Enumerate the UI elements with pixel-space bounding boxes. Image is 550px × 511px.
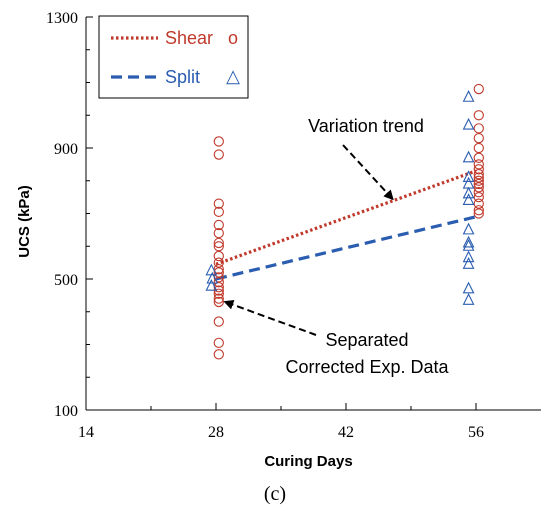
- shear-data-point: [473, 175, 484, 186]
- legend: Shear o Split △: [98, 15, 249, 99]
- split-data-point: [462, 90, 475, 102]
- shear-data-point: [213, 282, 224, 293]
- annotation-arrow: [223, 299, 317, 336]
- shear-data-point: [473, 164, 484, 175]
- shear-data-point: [213, 241, 224, 252]
- shear-data-point: [473, 159, 484, 170]
- legend-split-label: Split: [165, 67, 200, 87]
- shear-data-point: [213, 227, 224, 239]
- shear-data-point: [473, 182, 484, 193]
- shear-data-point: [213, 277, 224, 288]
- y-tick-label: 100: [54, 403, 78, 420]
- annotation-variation-trend: Variation trend: [308, 116, 424, 136]
- split-data-point: [462, 293, 475, 305]
- shear-data-point: [213, 257, 224, 268]
- shear-data-point: [473, 133, 484, 144]
- shear-data-point: [473, 123, 484, 134]
- y-tick-label: 900: [54, 141, 78, 158]
- split-trend-line: [215, 215, 477, 281]
- x-tick-label: 42: [338, 424, 354, 441]
- legend-shear-symbol: o: [228, 28, 238, 48]
- legend-split-symbol: △: [226, 66, 240, 86]
- split-data-point: [462, 193, 475, 205]
- split-data-point: [462, 222, 475, 235]
- split-data-point: [205, 278, 218, 291]
- shear-data-point: [213, 198, 224, 209]
- shear-data-point: [473, 152, 484, 163]
- annotation-separated: Separated: [325, 330, 408, 350]
- shear-data-point: [473, 187, 484, 198]
- split-data-point: [462, 150, 475, 163]
- shear-data-point: [213, 219, 224, 231]
- shear-data-point: [213, 237, 224, 249]
- shear-data-point: [473, 191, 484, 203]
- split-data-point: [462, 281, 475, 294]
- shear-data-point: [473, 169, 484, 180]
- shear-data-point: [213, 296, 224, 308]
- shear-data-point: [473, 142, 484, 154]
- y-axis-title: UCS (kPa): [16, 185, 33, 258]
- shear-data-point: [213, 293, 224, 304]
- shear-data-point: [213, 267, 224, 278]
- split-data-point: [462, 170, 475, 183]
- annotation-arrow: [342, 144, 394, 201]
- split-data-point: [462, 250, 475, 263]
- shear-data-point: [213, 288, 224, 299]
- shear-data-point: [213, 337, 224, 349]
- shear-data-point: [473, 110, 484, 121]
- shear-data-point: [473, 198, 484, 209]
- shear-data-point: [213, 250, 224, 262]
- split-data-point: [462, 117, 475, 130]
- split-data-point: [462, 186, 475, 199]
- x-tick-label: 14: [78, 424, 94, 441]
- split-data-point: [462, 239, 475, 251]
- shear-data-point: [473, 205, 484, 216]
- shear-data-point: [213, 136, 224, 147]
- annotation-corrected-exp-data: Corrected Exp. Data: [285, 357, 449, 377]
- y-tick-label: 500: [54, 272, 78, 289]
- shear-data-point: [213, 149, 224, 160]
- x-tick-label: 28: [208, 424, 224, 441]
- legend-box: [98, 15, 249, 99]
- panel-label: (c): [264, 483, 286, 505]
- shear-trend-line: [215, 169, 477, 266]
- x-tick-label: 56: [468, 424, 484, 441]
- shear-data-point: [213, 316, 224, 327]
- split-data-point: [462, 235, 475, 248]
- shear-data-point: [473, 178, 484, 190]
- shear-data-point: [213, 264, 224, 275]
- shear-data-point: [213, 206, 224, 218]
- shear-data-point: [473, 208, 484, 219]
- x-axis-title: Curing Days: [264, 453, 352, 470]
- shear-data-point: [213, 349, 224, 360]
- shear-data-point: [473, 83, 484, 95]
- split-data-point: [462, 257, 475, 269]
- legend-shear-label: Shear: [165, 28, 213, 48]
- y-tick-label: 1300: [46, 10, 78, 27]
- shear-data-point: [473, 172, 484, 183]
